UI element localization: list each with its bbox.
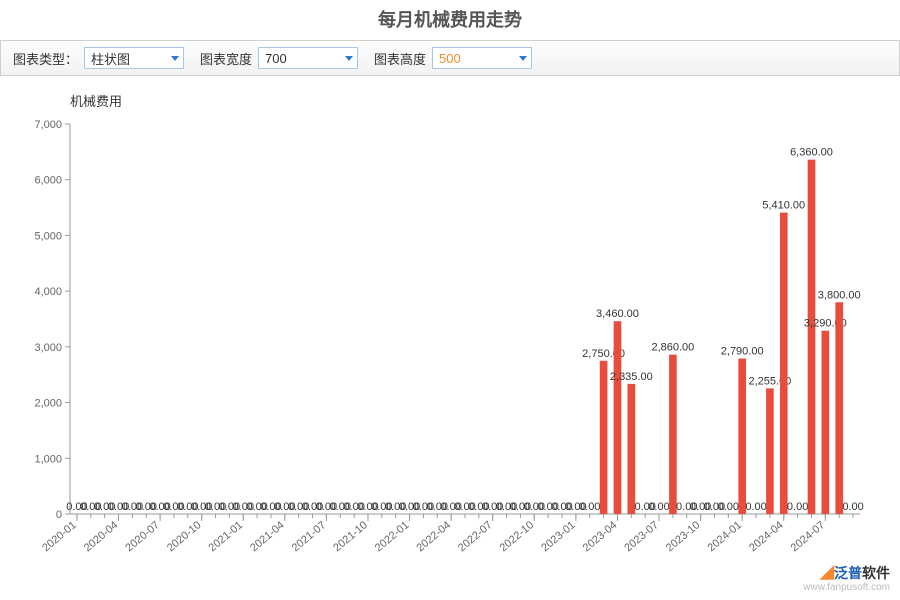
bar: [628, 384, 636, 514]
bar-value-label: 5,410.00: [762, 200, 805, 212]
y-tick-label: 0: [56, 509, 62, 521]
bar-value-label: 0.00: [745, 501, 766, 513]
x-tick-label: 2021-01: [207, 519, 246, 554]
y-tick-label: 3,000: [34, 342, 62, 354]
chart-title: 每月机械费用走势: [0, 0, 900, 40]
logo-icon: ◢: [820, 565, 834, 581]
chart-height-select[interactable]: 500: [432, 47, 532, 69]
y-tick-label: 5,000: [34, 230, 62, 242]
y-tick-label: 4,000: [34, 286, 62, 298]
x-tick-label: 2024-01: [705, 519, 744, 554]
bar: [766, 388, 774, 514]
chart-width-value: 700: [265, 51, 287, 66]
bar-value-label: 3,800.00: [818, 289, 861, 301]
bar: [780, 213, 788, 514]
chart-type-value: 柱状图: [91, 49, 130, 68]
bar-value-label: 0.00: [648, 501, 669, 513]
y-tick-label: 7,000: [34, 119, 62, 131]
bar: [600, 361, 608, 514]
chart-height-label: 图表高度: [374, 49, 426, 68]
chart-type-label: 图表类型：: [13, 49, 78, 68]
brand-prefix: 泛普: [834, 565, 862, 581]
y-tick-label: 1,000: [34, 453, 62, 465]
bar-value-label: 0.00: [718, 501, 739, 513]
x-tick-label: 2021-07: [290, 519, 329, 554]
y-axis-title: 机械费用: [70, 94, 122, 109]
x-tick-label: 2022-04: [414, 519, 453, 554]
bar-value-label: 2,790.00: [721, 346, 764, 358]
bar-value-label: 0.00: [579, 501, 600, 513]
chart-type-select[interactable]: 柱状图: [84, 47, 184, 69]
x-tick-label: 2022-01: [373, 519, 412, 554]
bar: [822, 331, 830, 514]
bar: [835, 302, 843, 514]
x-tick-label: 2023-10: [664, 519, 703, 554]
watermark: ◢泛普软件 www.fanpusoft.com: [803, 565, 890, 594]
chart-width-label: 图表宽度: [200, 49, 252, 68]
x-tick-label: 2021-10: [331, 519, 370, 554]
chart-width-select[interactable]: 700: [258, 47, 358, 69]
bar: [738, 359, 746, 514]
x-tick-label: 2024-04: [747, 519, 786, 554]
chevron-down-icon: [171, 56, 179, 61]
bar-value-label: 2,335.00: [610, 371, 653, 383]
x-tick-label: 2022-10: [498, 519, 537, 554]
bar-value-label: 6,360.00: [790, 147, 833, 159]
x-tick-label: 2022-07: [456, 519, 495, 554]
bar-value-label: 0.00: [842, 501, 863, 513]
x-tick-label: 2023-07: [622, 519, 661, 554]
x-tick-label: 2023-04: [581, 519, 620, 554]
chart-area: 机械费用 0 1,000 2,000 3,000 4,000 5,000 6,000 7,000…: [10, 84, 880, 584]
controls-bar: 图表类型： 柱状图 图表宽度 700 图表高度 500: [0, 40, 900, 76]
x-tick-label: 2020-04: [82, 519, 121, 554]
bar-value-label: 3,460.00: [596, 308, 639, 320]
bar-value-label: 2,860.00: [651, 342, 694, 354]
y-tick-label: 2,000: [34, 398, 62, 410]
bar: [669, 355, 677, 514]
x-tick-label: 2021-04: [248, 519, 287, 554]
x-tick-label: 2020-10: [165, 519, 204, 554]
bar-chart: 机械费用 0 1,000 2,000 3,000 4,000 5,000 6,000 7,000…: [10, 84, 880, 584]
chevron-down-icon: [345, 56, 353, 61]
bar-value-label: 0.00: [787, 501, 808, 513]
chevron-down-icon: [519, 56, 527, 61]
brand-suffix: 软件: [862, 565, 890, 581]
bar: [808, 160, 816, 514]
chart-height-value: 500: [439, 51, 461, 66]
bar: [614, 321, 622, 514]
x-tick-label: 2020-01: [40, 519, 79, 554]
x-tick-label: 2020-07: [123, 519, 162, 554]
y-tick-label: 6,000: [34, 175, 62, 187]
x-tick-label: 2024-07: [789, 519, 828, 554]
x-tick-label: 2023-01: [539, 519, 578, 554]
watermark-url: www.fanpusoft.com: [803, 582, 890, 594]
